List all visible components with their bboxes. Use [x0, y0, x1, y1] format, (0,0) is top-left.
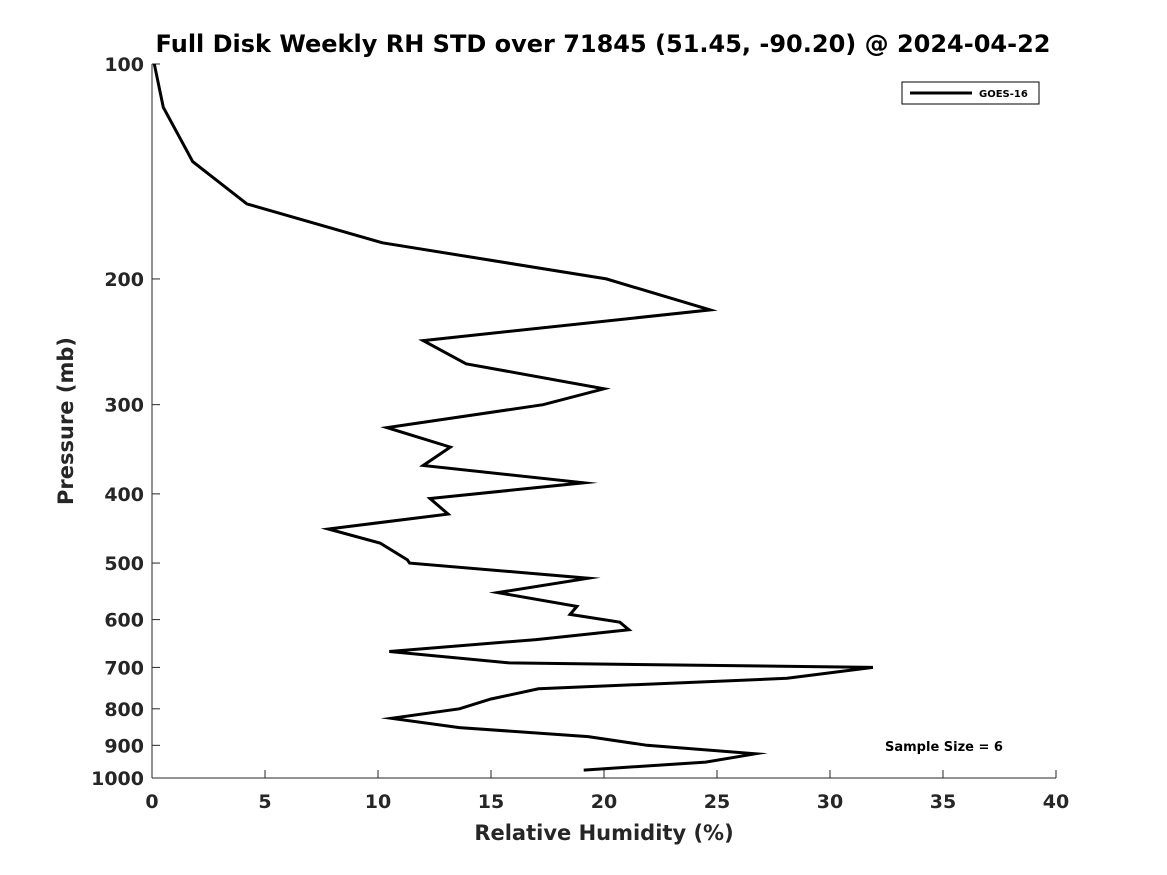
x-axis-ticks: 0 5 10 15 20 25 30 35 40 [145, 770, 1069, 813]
series-line-goes16 [152, 63, 874, 772]
chart-title: Full Disk Weekly RH STD over 71845 (51.4… [156, 30, 1051, 58]
x-tick-label: 10 [365, 791, 391, 813]
y-tick-label: 600 [104, 610, 144, 632]
x-axis-label: Relative Humidity (%) [474, 821, 733, 845]
y-tick-label: 500 [104, 553, 144, 575]
x-tick-label: 15 [478, 791, 504, 813]
x-tick-label: 40 [1043, 791, 1069, 813]
y-tick-label: 400 [104, 484, 144, 506]
y-tick-label: 300 [104, 395, 144, 417]
x-tick-label: 30 [817, 791, 843, 813]
y-tick-label: 200 [104, 269, 144, 291]
x-tick-label: 35 [930, 791, 956, 813]
y-tick-label: 1000 [91, 768, 144, 790]
y-tick-label: 900 [104, 735, 144, 757]
y-axis-ticks: 100 200 300 400 500 600 700 800 900 1000 [91, 54, 160, 790]
legend-label-goes16: GOES-16 [979, 89, 1028, 100]
legend: GOES-16 [901, 81, 1040, 105]
y-tick-label: 100 [104, 54, 144, 76]
y-axis-label: Pressure (mb) [54, 337, 78, 505]
y-tick-label: 700 [104, 657, 144, 679]
x-tick-label: 5 [258, 791, 271, 813]
series-layer [152, 63, 874, 772]
x-tick-label: 25 [704, 791, 730, 813]
x-tick-label: 0 [145, 791, 158, 813]
x-tick-label: 20 [591, 791, 617, 813]
sample-size-annotation: Sample Size = 6 [885, 740, 1003, 755]
y-tick-label: 800 [104, 699, 144, 721]
